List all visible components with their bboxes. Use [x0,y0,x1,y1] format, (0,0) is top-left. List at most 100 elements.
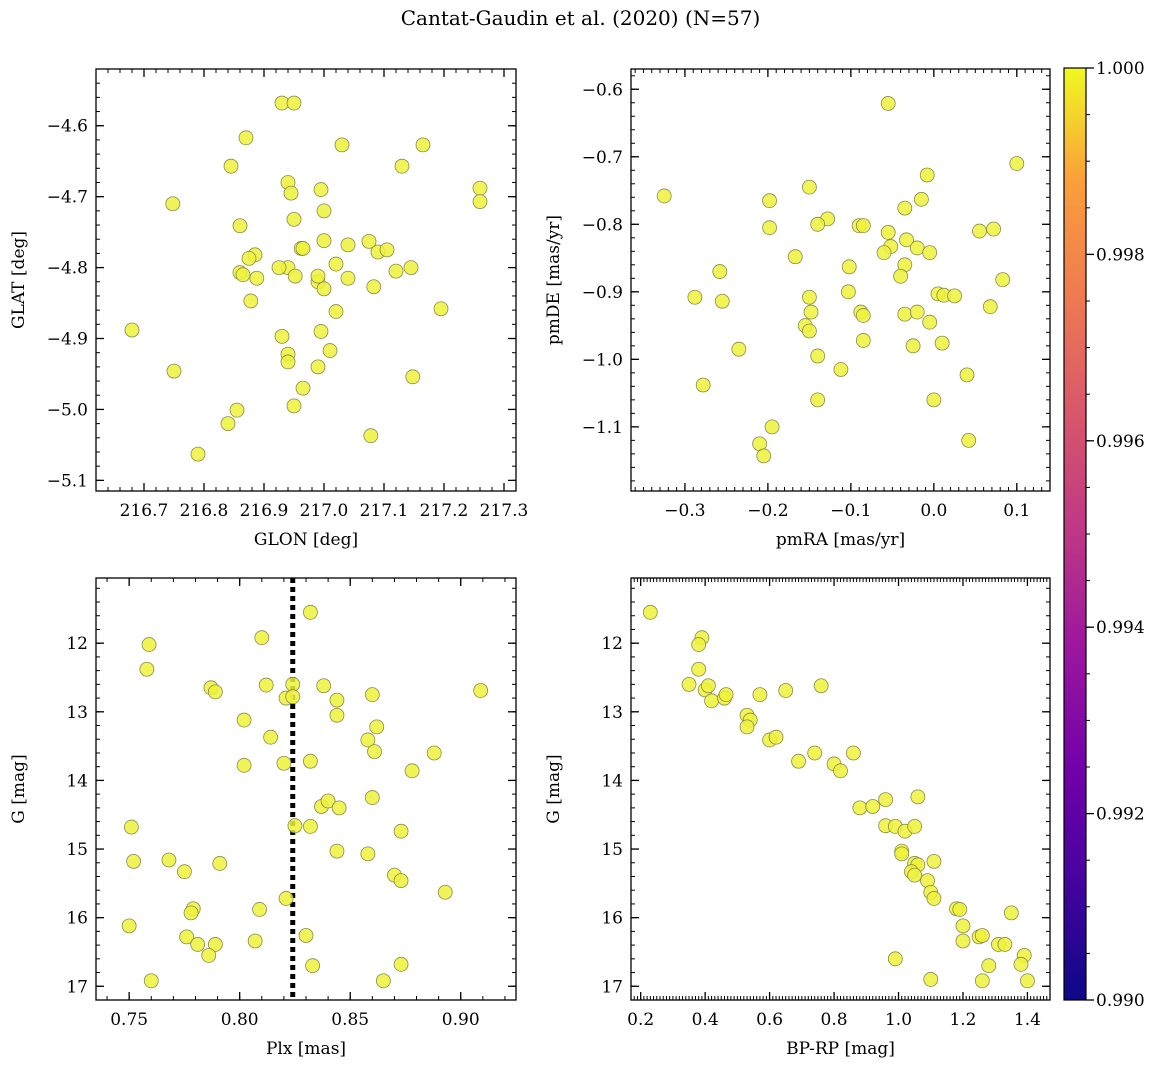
data-point [229,402,245,418]
data-point [201,947,217,963]
data-point [404,763,420,779]
data-point [360,846,376,862]
y-tick-label: 14 [66,771,88,791]
data-point [922,314,938,330]
data-point [393,823,409,839]
x-tick-label: 0.1 [1003,501,1030,521]
data-point [919,167,935,183]
data-point [285,689,301,705]
data-point [712,264,728,279]
data-point [232,218,248,234]
data-point [910,789,926,805]
y-tick-label: 13 [66,703,88,723]
data-point [437,884,453,900]
y-tick-label: 17 [601,977,623,997]
x-axis-label: pmRA [mas/yr] [776,530,905,550]
x-tick-label: 217.3 [480,501,529,521]
data-point [986,221,1001,237]
data-point [367,744,382,760]
data-point [190,446,206,462]
data-point [840,284,856,300]
data-point [695,377,711,393]
y-tick-label: 16 [601,909,623,929]
data-point [124,322,140,338]
data-point [123,819,139,835]
data-point [691,637,707,652]
colorbar-tick-label: 0.992 [1096,805,1145,825]
data-point [880,96,896,111]
data-point [121,918,137,934]
data-point [393,873,409,889]
data-point [285,676,301,692]
data-point [328,256,344,272]
data-point [955,933,971,949]
x-tick-label: 1.4 [1014,1010,1041,1030]
colorbar-body [1063,67,1087,1001]
x-axis-label: BP-RP [mag] [786,1039,895,1059]
data-point [997,937,1013,952]
data-point [752,687,768,703]
data-point [801,289,817,305]
data-point [369,719,385,735]
data-point [894,846,910,862]
y-axis-label: G [mag] [544,754,564,823]
data-point [322,343,338,358]
y-tick-label: −0.9 [582,283,623,303]
data-point [249,270,265,286]
data-point [893,268,909,284]
data-point [274,328,290,344]
data-point [329,692,345,708]
data-point [880,224,896,240]
y-tick-label: −5.1 [47,471,88,491]
data-point [791,753,806,769]
data-point [801,179,817,195]
panel-galactic: 216.7 216.8 216.9 217.0 217.1 217.2 217.3 −4.6 −… [9,68,529,550]
data-point [473,683,489,698]
x-tick-label: 217.2 [420,501,469,521]
colorbar-tick-label: 0.990 [1096,991,1145,1011]
data-point [241,250,257,266]
data-point [845,745,861,761]
x-tick-label: 0.75 [110,1010,148,1030]
data-point [295,380,311,396]
data-point [238,130,254,146]
x-tick-label: 1.2 [949,1010,976,1030]
x-tick-label: 0.0 [920,501,947,521]
data-point [283,185,299,201]
data-point [276,755,292,771]
data-point [810,216,826,232]
y-tick-label: 15 [66,840,88,860]
data-point [316,233,332,249]
data-point [310,268,326,284]
y-tick-label: −0.6 [582,80,623,100]
data-point [972,223,987,239]
data-point [1003,905,1019,921]
data-point [899,232,914,248]
data-point [700,678,716,694]
data-point [855,333,871,348]
data-point [981,958,997,974]
data-point [852,800,868,816]
data-point [394,158,410,174]
data-point [426,745,442,761]
y-axis-label: G [mag] [9,754,29,823]
data-point [656,188,672,204]
data-point [897,200,913,216]
x-tick-label: 1.0 [885,1010,912,1030]
x-axis-label: Plx [mas] [266,1039,346,1059]
data-point [433,301,449,317]
data-point [756,448,772,464]
data-point [762,220,777,236]
data-point [287,268,303,284]
data-point [236,757,252,773]
data-point [768,729,784,745]
x-tick-label: 0.8 [821,1010,848,1030]
y-tick-label: 16 [66,909,88,929]
data-point [303,753,318,769]
y-tick-label: 13 [601,703,623,723]
data-point [166,363,182,379]
axes-frame [95,68,517,492]
data-point [813,678,829,694]
y-tick-label: 17 [66,977,88,997]
data-point [1009,156,1025,171]
